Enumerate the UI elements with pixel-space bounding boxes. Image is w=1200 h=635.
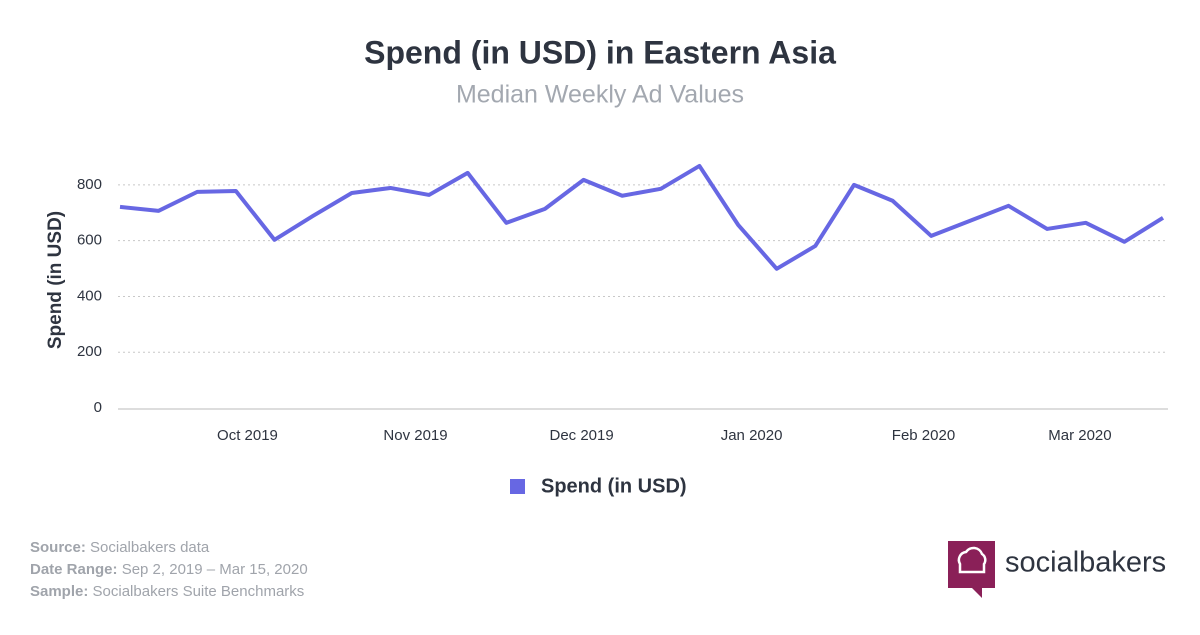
brand-name: socialbakers xyxy=(1005,547,1166,579)
y-tick-label: 200 xyxy=(77,343,102,360)
y-axis-label: Spend (in USD) xyxy=(45,211,66,349)
footer: Source: Socialbakers data Date Range: Se… xyxy=(30,539,308,600)
x-tick-label: Dec 2019 xyxy=(550,427,614,444)
footer-value: Socialbakers data xyxy=(90,539,210,556)
legend-label: Spend (in USD) xyxy=(541,475,687,497)
footer-value: Sep 2, 2019 – Mar 15, 2020 xyxy=(122,561,308,578)
footer-key: Date Range: xyxy=(30,561,118,578)
y-tick-label: 600 xyxy=(77,232,102,249)
x-tick-label: Feb 2020 xyxy=(892,427,955,444)
x-tick-label: Oct 2019 xyxy=(217,427,278,444)
y-tick-label: 400 xyxy=(77,287,102,304)
y-tick-label: 0 xyxy=(94,399,102,416)
footer-source: Source: Socialbakers data xyxy=(30,539,210,556)
x-tick-label: Jan 2020 xyxy=(721,427,783,444)
chart-subtitle: Median Weekly Ad Values xyxy=(456,81,744,109)
x-tick-label: Mar 2020 xyxy=(1048,427,1111,444)
brand-logo: socialbakers xyxy=(948,541,1166,598)
footer-key: Sample: xyxy=(30,583,88,600)
logo-icon xyxy=(948,541,995,598)
x-tick-label: Nov 2019 xyxy=(383,427,447,444)
footer-value: Socialbakers Suite Benchmarks xyxy=(93,583,305,600)
chart-title: Spend (in USD) in Eastern Asia xyxy=(364,34,836,70)
y-tick-label: 800 xyxy=(77,176,102,193)
footer-sample: Sample: Socialbakers Suite Benchmarks xyxy=(30,583,304,600)
logo-hat xyxy=(957,546,987,574)
footer-key: Source: xyxy=(30,539,86,556)
legend-swatch xyxy=(510,479,525,494)
data-line xyxy=(119,163,1165,271)
footer-range: Date Range: Sep 2, 2019 – Mar 15, 2020 xyxy=(30,561,308,578)
